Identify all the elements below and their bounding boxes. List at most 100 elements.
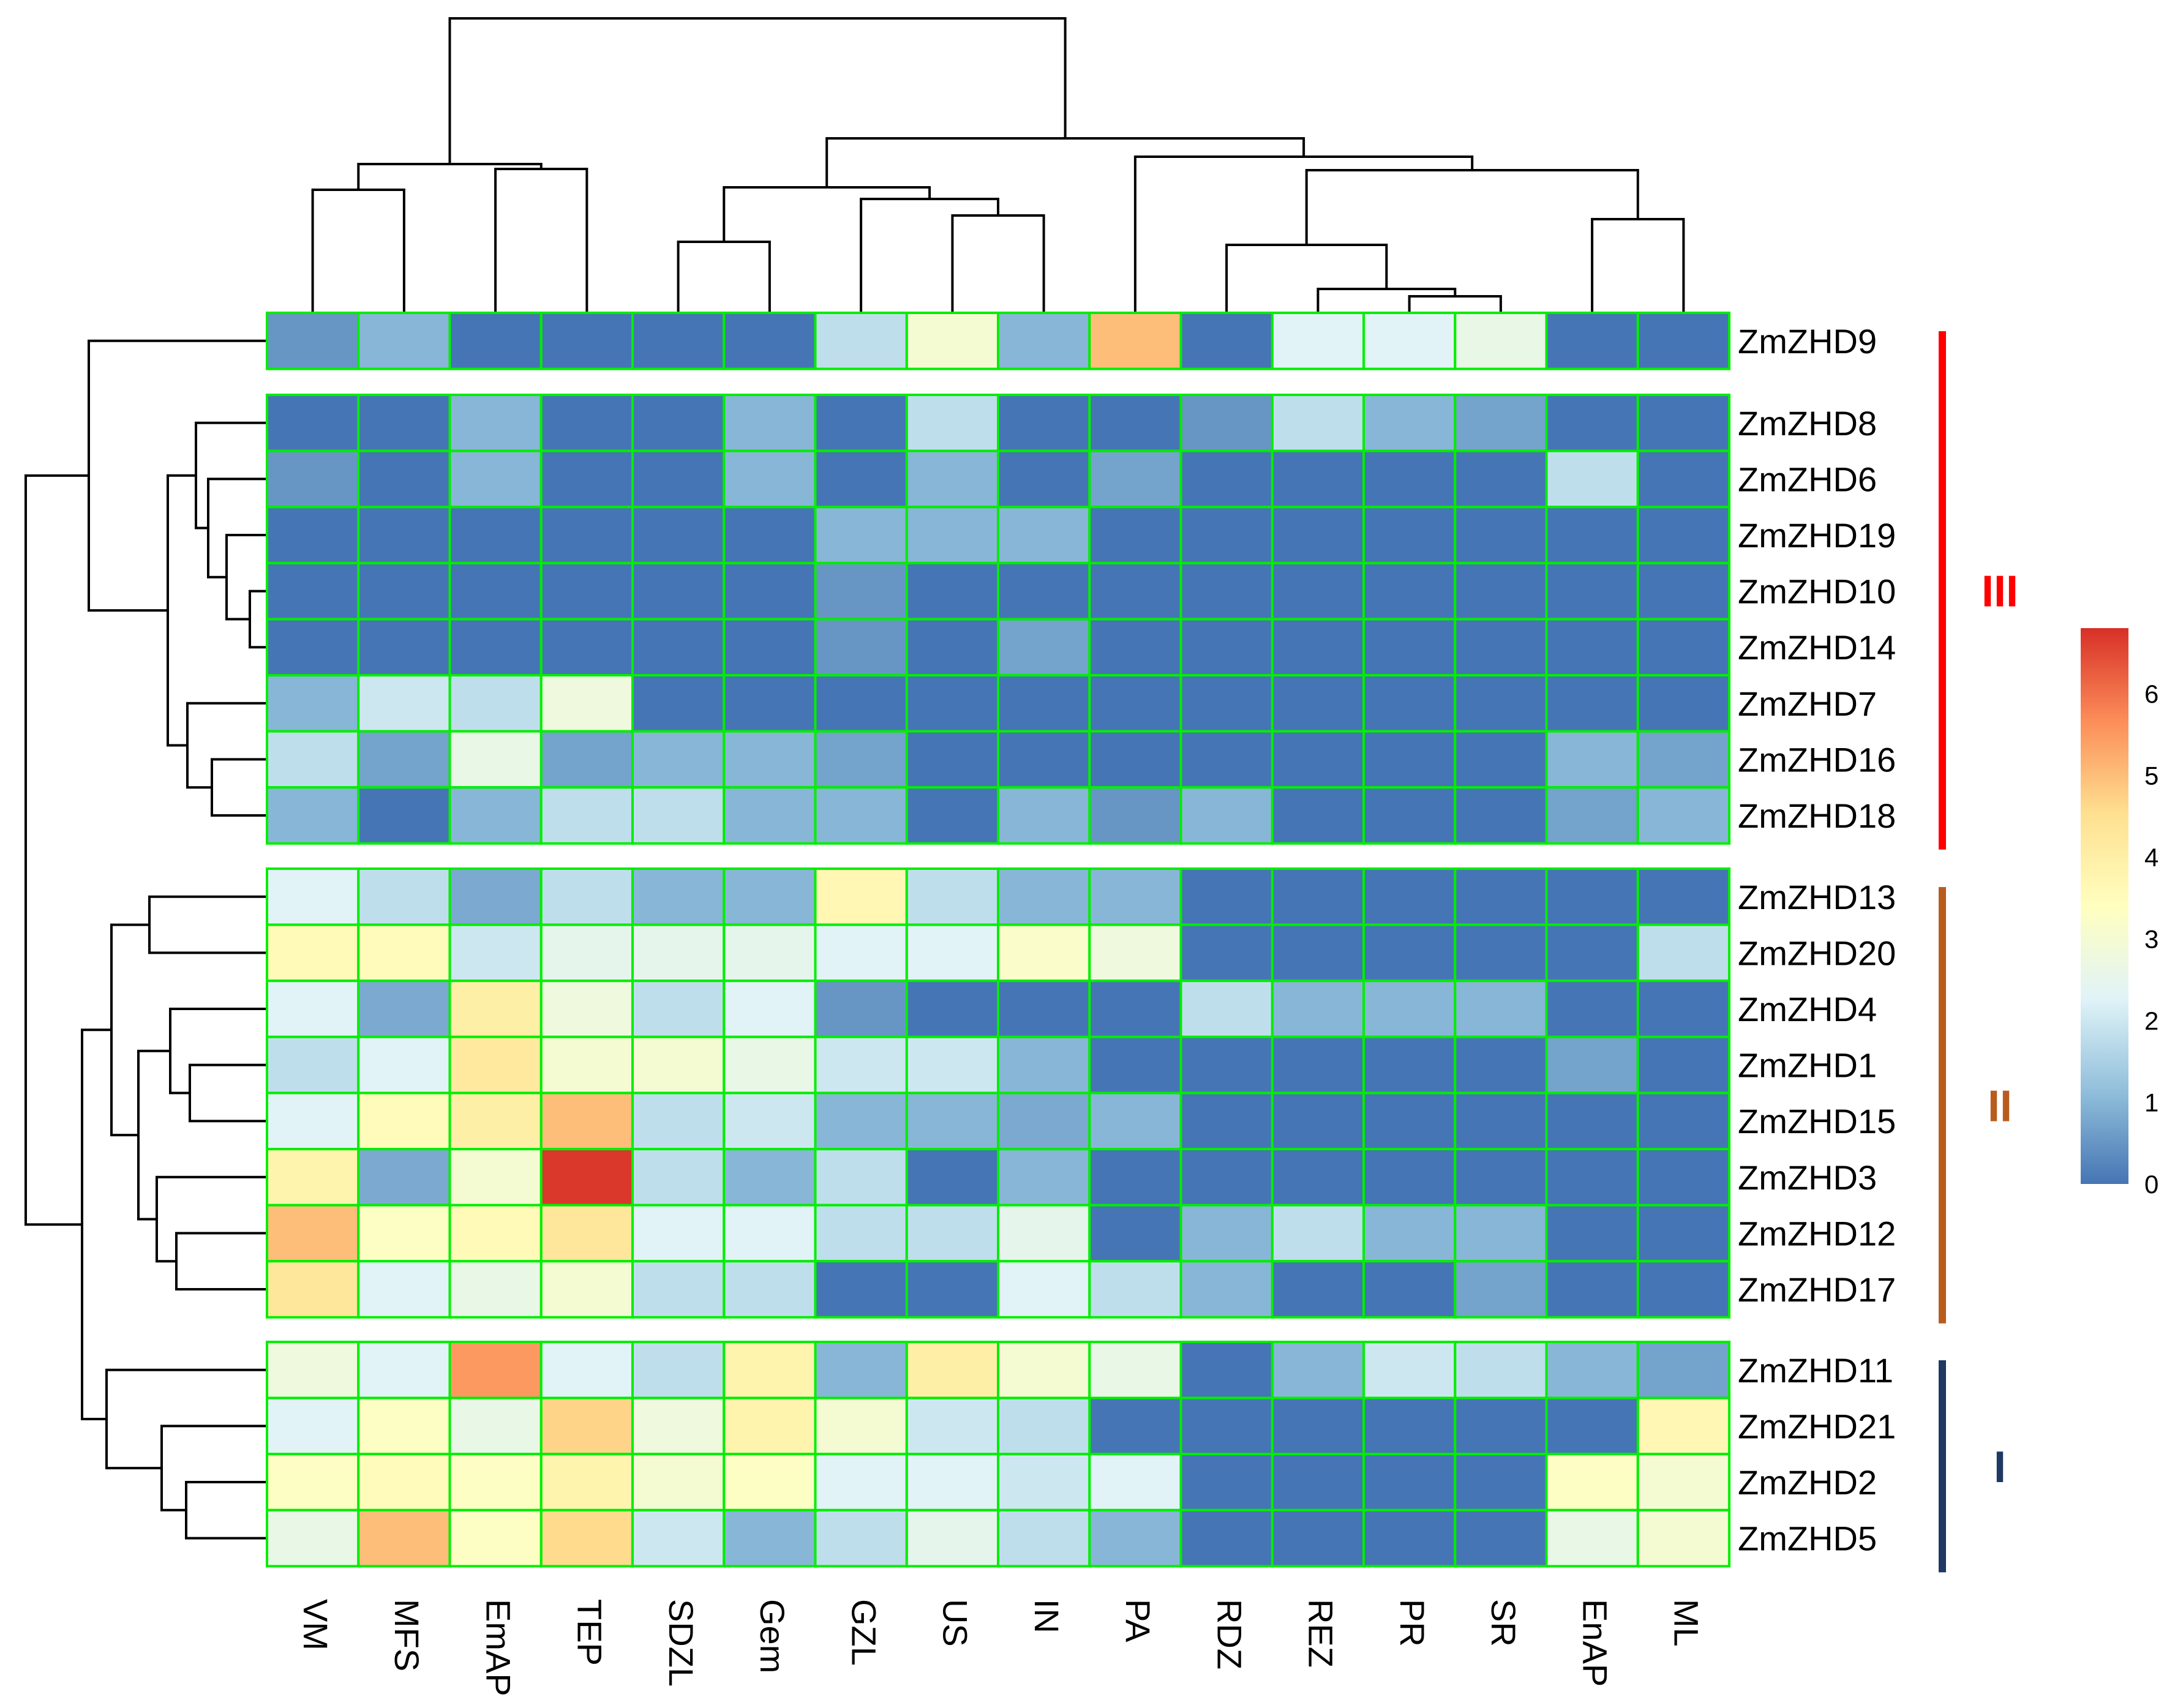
heatmap-cell bbox=[723, 394, 817, 452]
heatmap-cell bbox=[1362, 1148, 1457, 1207]
heatmap-cell bbox=[997, 1453, 1091, 1511]
heatmap-cell bbox=[814, 506, 908, 564]
heatmap-cell bbox=[539, 1260, 634, 1319]
heatmap-cell bbox=[1636, 923, 1731, 983]
heatmap-cell bbox=[539, 867, 634, 926]
heatmap-cell bbox=[1454, 1148, 1548, 1207]
heatmap-cell bbox=[631, 730, 726, 789]
heatmap-cell bbox=[1271, 449, 1365, 509]
heatmap-cell bbox=[1636, 449, 1731, 509]
heatmap-cell bbox=[539, 1453, 634, 1511]
heatmap-cell bbox=[814, 1341, 908, 1399]
legend-tick-label: 1 bbox=[2144, 1088, 2158, 1117]
heatmap-cell bbox=[905, 730, 1000, 789]
heatmap-cell bbox=[1088, 1035, 1182, 1095]
row-dendrogram bbox=[24, 339, 267, 1540]
heatmap-cell bbox=[1179, 674, 1274, 733]
heatmap-cell bbox=[1545, 561, 1639, 621]
row-label: ZmZHD15 bbox=[1738, 1102, 1896, 1141]
heatmap-cell bbox=[723, 1341, 817, 1399]
heatmap-cell bbox=[1545, 394, 1639, 452]
heatmap-cell bbox=[1271, 730, 1365, 789]
heatmap-cell bbox=[1454, 1035, 1548, 1095]
heatmap-cell bbox=[1545, 1453, 1639, 1511]
dendrogram-branch bbox=[185, 1481, 267, 1540]
dendrogram-branch bbox=[677, 241, 771, 313]
heatmap-cell bbox=[1545, 786, 1639, 845]
heatmap-cell bbox=[1088, 506, 1182, 564]
heatmap-cell bbox=[997, 506, 1091, 564]
heatmap-cell bbox=[1454, 979, 1548, 1038]
heatmap-cell bbox=[1088, 449, 1182, 509]
heatmap-cell bbox=[997, 312, 1091, 370]
heatmap-cell bbox=[1362, 394, 1457, 452]
heatmap-cell bbox=[357, 674, 451, 733]
heatmap-cell bbox=[723, 979, 817, 1038]
heatmap-cell bbox=[723, 1260, 817, 1319]
heatmap-cell bbox=[1362, 1396, 1457, 1456]
heatmap-cell bbox=[1271, 1148, 1365, 1207]
heatmap-cell bbox=[631, 1396, 726, 1456]
heatmap-cell bbox=[1362, 1260, 1457, 1319]
heatmap-cell bbox=[266, 449, 360, 509]
heatmap-cell bbox=[723, 1035, 817, 1095]
row-label: ZmZHD3 bbox=[1738, 1158, 1877, 1197]
heatmap-cell bbox=[1362, 1092, 1457, 1151]
heatmap-cell bbox=[1454, 1453, 1548, 1511]
heatmap-cell bbox=[1362, 786, 1457, 845]
heatmap-cell bbox=[448, 506, 543, 564]
heatmap-cells bbox=[266, 312, 1731, 1568]
heatmap-cell bbox=[266, 312, 360, 370]
heatmap-cell bbox=[539, 1508, 634, 1568]
heatmap-cell bbox=[266, 1396, 360, 1456]
heatmap-cell bbox=[631, 867, 726, 926]
heatmap-cell bbox=[1545, 923, 1639, 983]
heatmap-cell bbox=[266, 561, 360, 621]
row-label: ZmZHD16 bbox=[1738, 740, 1896, 779]
heatmap-cell bbox=[631, 618, 726, 677]
row-label: ZmZHD2 bbox=[1738, 1463, 1877, 1502]
dendrogram-branch bbox=[723, 186, 931, 242]
heatmap-cell bbox=[905, 979, 1000, 1038]
legend-tick-label: 5 bbox=[2144, 761, 2158, 790]
dendrogram-branch bbox=[1305, 169, 1639, 245]
heatmap-cell bbox=[357, 730, 451, 789]
heatmap-cell bbox=[814, 730, 908, 789]
heatmap-cell bbox=[905, 1396, 1000, 1456]
heatmap-cell bbox=[631, 1092, 726, 1151]
heatmap-cell bbox=[1362, 979, 1457, 1038]
heatmap-cell bbox=[1362, 923, 1457, 983]
heatmap-cell bbox=[266, 1453, 360, 1511]
heatmap-cell bbox=[997, 1508, 1091, 1568]
heatmap-cell bbox=[1088, 1508, 1182, 1568]
heatmap-cell bbox=[448, 1035, 543, 1095]
heatmap-cell bbox=[1454, 730, 1548, 789]
column-label: GZL bbox=[844, 1599, 883, 1666]
heatmap-cell bbox=[357, 1508, 451, 1568]
dendrogram-branch bbox=[211, 758, 267, 817]
heatmap-cell bbox=[357, 312, 451, 370]
heatmap-cell bbox=[1454, 449, 1548, 509]
heatmap-cell bbox=[723, 1453, 817, 1511]
heatmap-cell bbox=[723, 449, 817, 509]
heatmap-cell bbox=[1454, 1341, 1548, 1399]
heatmap-cell bbox=[539, 561, 634, 621]
heatmap-cell bbox=[448, 394, 543, 452]
column-label: SDZL bbox=[662, 1599, 701, 1687]
heatmap-cell bbox=[1454, 561, 1548, 621]
heatmap-cell bbox=[814, 923, 908, 983]
heatmap-cell bbox=[448, 618, 543, 677]
dendrogram-branch bbox=[195, 421, 267, 530]
dendrogram-branch bbox=[160, 1425, 267, 1511]
heatmap-cell bbox=[1179, 506, 1274, 564]
heatmap-cell bbox=[1454, 1092, 1548, 1151]
dendrogram-branch bbox=[1591, 218, 1685, 313]
row-label: ZmZHD4 bbox=[1738, 990, 1877, 1028]
heatmap-cell bbox=[1088, 394, 1182, 452]
row-label: ZmZHD7 bbox=[1738, 684, 1877, 723]
heatmap-cell bbox=[539, 1396, 634, 1456]
heatmap-cell bbox=[1179, 561, 1274, 621]
heatmap-cell bbox=[266, 923, 360, 983]
column-label: VM bbox=[296, 1599, 335, 1650]
heatmap-cell bbox=[814, 1148, 908, 1207]
